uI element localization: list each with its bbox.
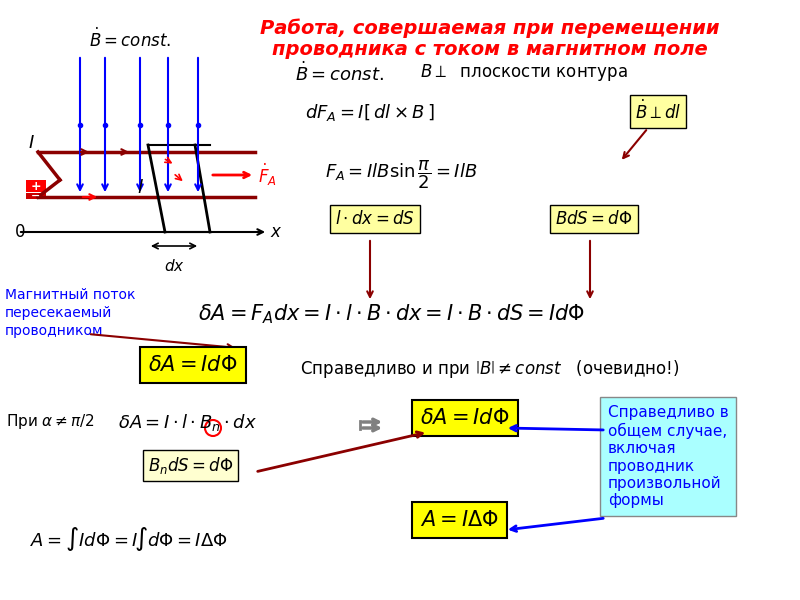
Text: $B \perp$  плоскости контура: $B \perp$ плоскости контура bbox=[420, 62, 628, 83]
Text: $\delta A = Id\Phi$: $\delta A = Id\Phi$ bbox=[420, 408, 510, 428]
FancyBboxPatch shape bbox=[26, 180, 46, 192]
Text: Работа, совершаемая при перемещении: Работа, совершаемая при перемещении bbox=[260, 18, 720, 38]
Text: $F_A = IlB\sin\dfrac{\pi}{2} = IlB$: $F_A = IlB\sin\dfrac{\pi}{2} = IlB$ bbox=[325, 158, 478, 191]
Text: проводника с током в магнитном поле: проводника с током в магнитном поле bbox=[272, 40, 708, 59]
Text: $B_n dS = d\Phi$: $B_n dS = d\Phi$ bbox=[148, 455, 234, 476]
Text: $A = \int Id\Phi = I\!\int d\Phi = I\Delta\Phi$: $A = \int Id\Phi = I\!\int d\Phi = I\Del… bbox=[30, 525, 228, 553]
Text: проводником: проводником bbox=[5, 324, 103, 338]
Text: $BdS = d\Phi$: $BdS = d\Phi$ bbox=[555, 210, 633, 228]
Text: $\dot{B} = const.$: $\dot{B} = const.$ bbox=[295, 62, 384, 85]
Text: Магнитный поток: Магнитный поток bbox=[5, 288, 135, 302]
Text: $\dot{B} = const.$: $\dot{B} = const.$ bbox=[89, 28, 171, 51]
Text: $\delta A = Id\Phi$: $\delta A = Id\Phi$ bbox=[148, 355, 238, 375]
Text: $x$: $x$ bbox=[270, 223, 282, 241]
Text: пересекаемый: пересекаемый bbox=[5, 306, 112, 320]
Text: $0$: $0$ bbox=[14, 223, 26, 241]
Text: $\dot{F}_A$: $\dot{F}_A$ bbox=[258, 162, 277, 188]
Text: $dF_A = I\left[\,dl \times B\,\right]$: $dF_A = I\left[\,dl \times B\,\right]$ bbox=[305, 102, 434, 123]
Text: $dx$: $dx$ bbox=[163, 258, 185, 274]
Text: $\dot{B} \perp dl$: $\dot{B} \perp dl$ bbox=[634, 100, 682, 123]
Text: $l$: $l$ bbox=[137, 179, 143, 197]
Text: Справедливо и при $\left|B\right| \neq const$   (очевидно!): Справедливо и при $\left|B\right| \neq c… bbox=[300, 358, 679, 380]
Text: $l \cdot dx = dS$: $l \cdot dx = dS$ bbox=[335, 210, 414, 228]
Text: −: − bbox=[31, 191, 41, 201]
Text: $\delta A = F_A dx = I \cdot l \cdot B \cdot dx = I \cdot B \cdot dS = Id\Phi$: $\delta A = F_A dx = I \cdot l \cdot B \… bbox=[198, 302, 585, 326]
Text: +: + bbox=[30, 179, 42, 193]
Text: Справедливо в
общем случае,
включая
проводник
произвольной
формы: Справедливо в общем случае, включая пров… bbox=[608, 405, 729, 508]
Text: $\delta A = I \cdot l \cdot B_n \cdot dx$: $\delta A = I \cdot l \cdot B_n \cdot dx… bbox=[118, 412, 257, 433]
Text: При $\alpha \neq \pi/2$: При $\alpha \neq \pi/2$ bbox=[6, 412, 94, 431]
Text: $A = I\Delta\Phi$: $A = I\Delta\Phi$ bbox=[420, 510, 498, 530]
Text: $I$: $I$ bbox=[28, 134, 35, 152]
FancyBboxPatch shape bbox=[26, 193, 46, 199]
